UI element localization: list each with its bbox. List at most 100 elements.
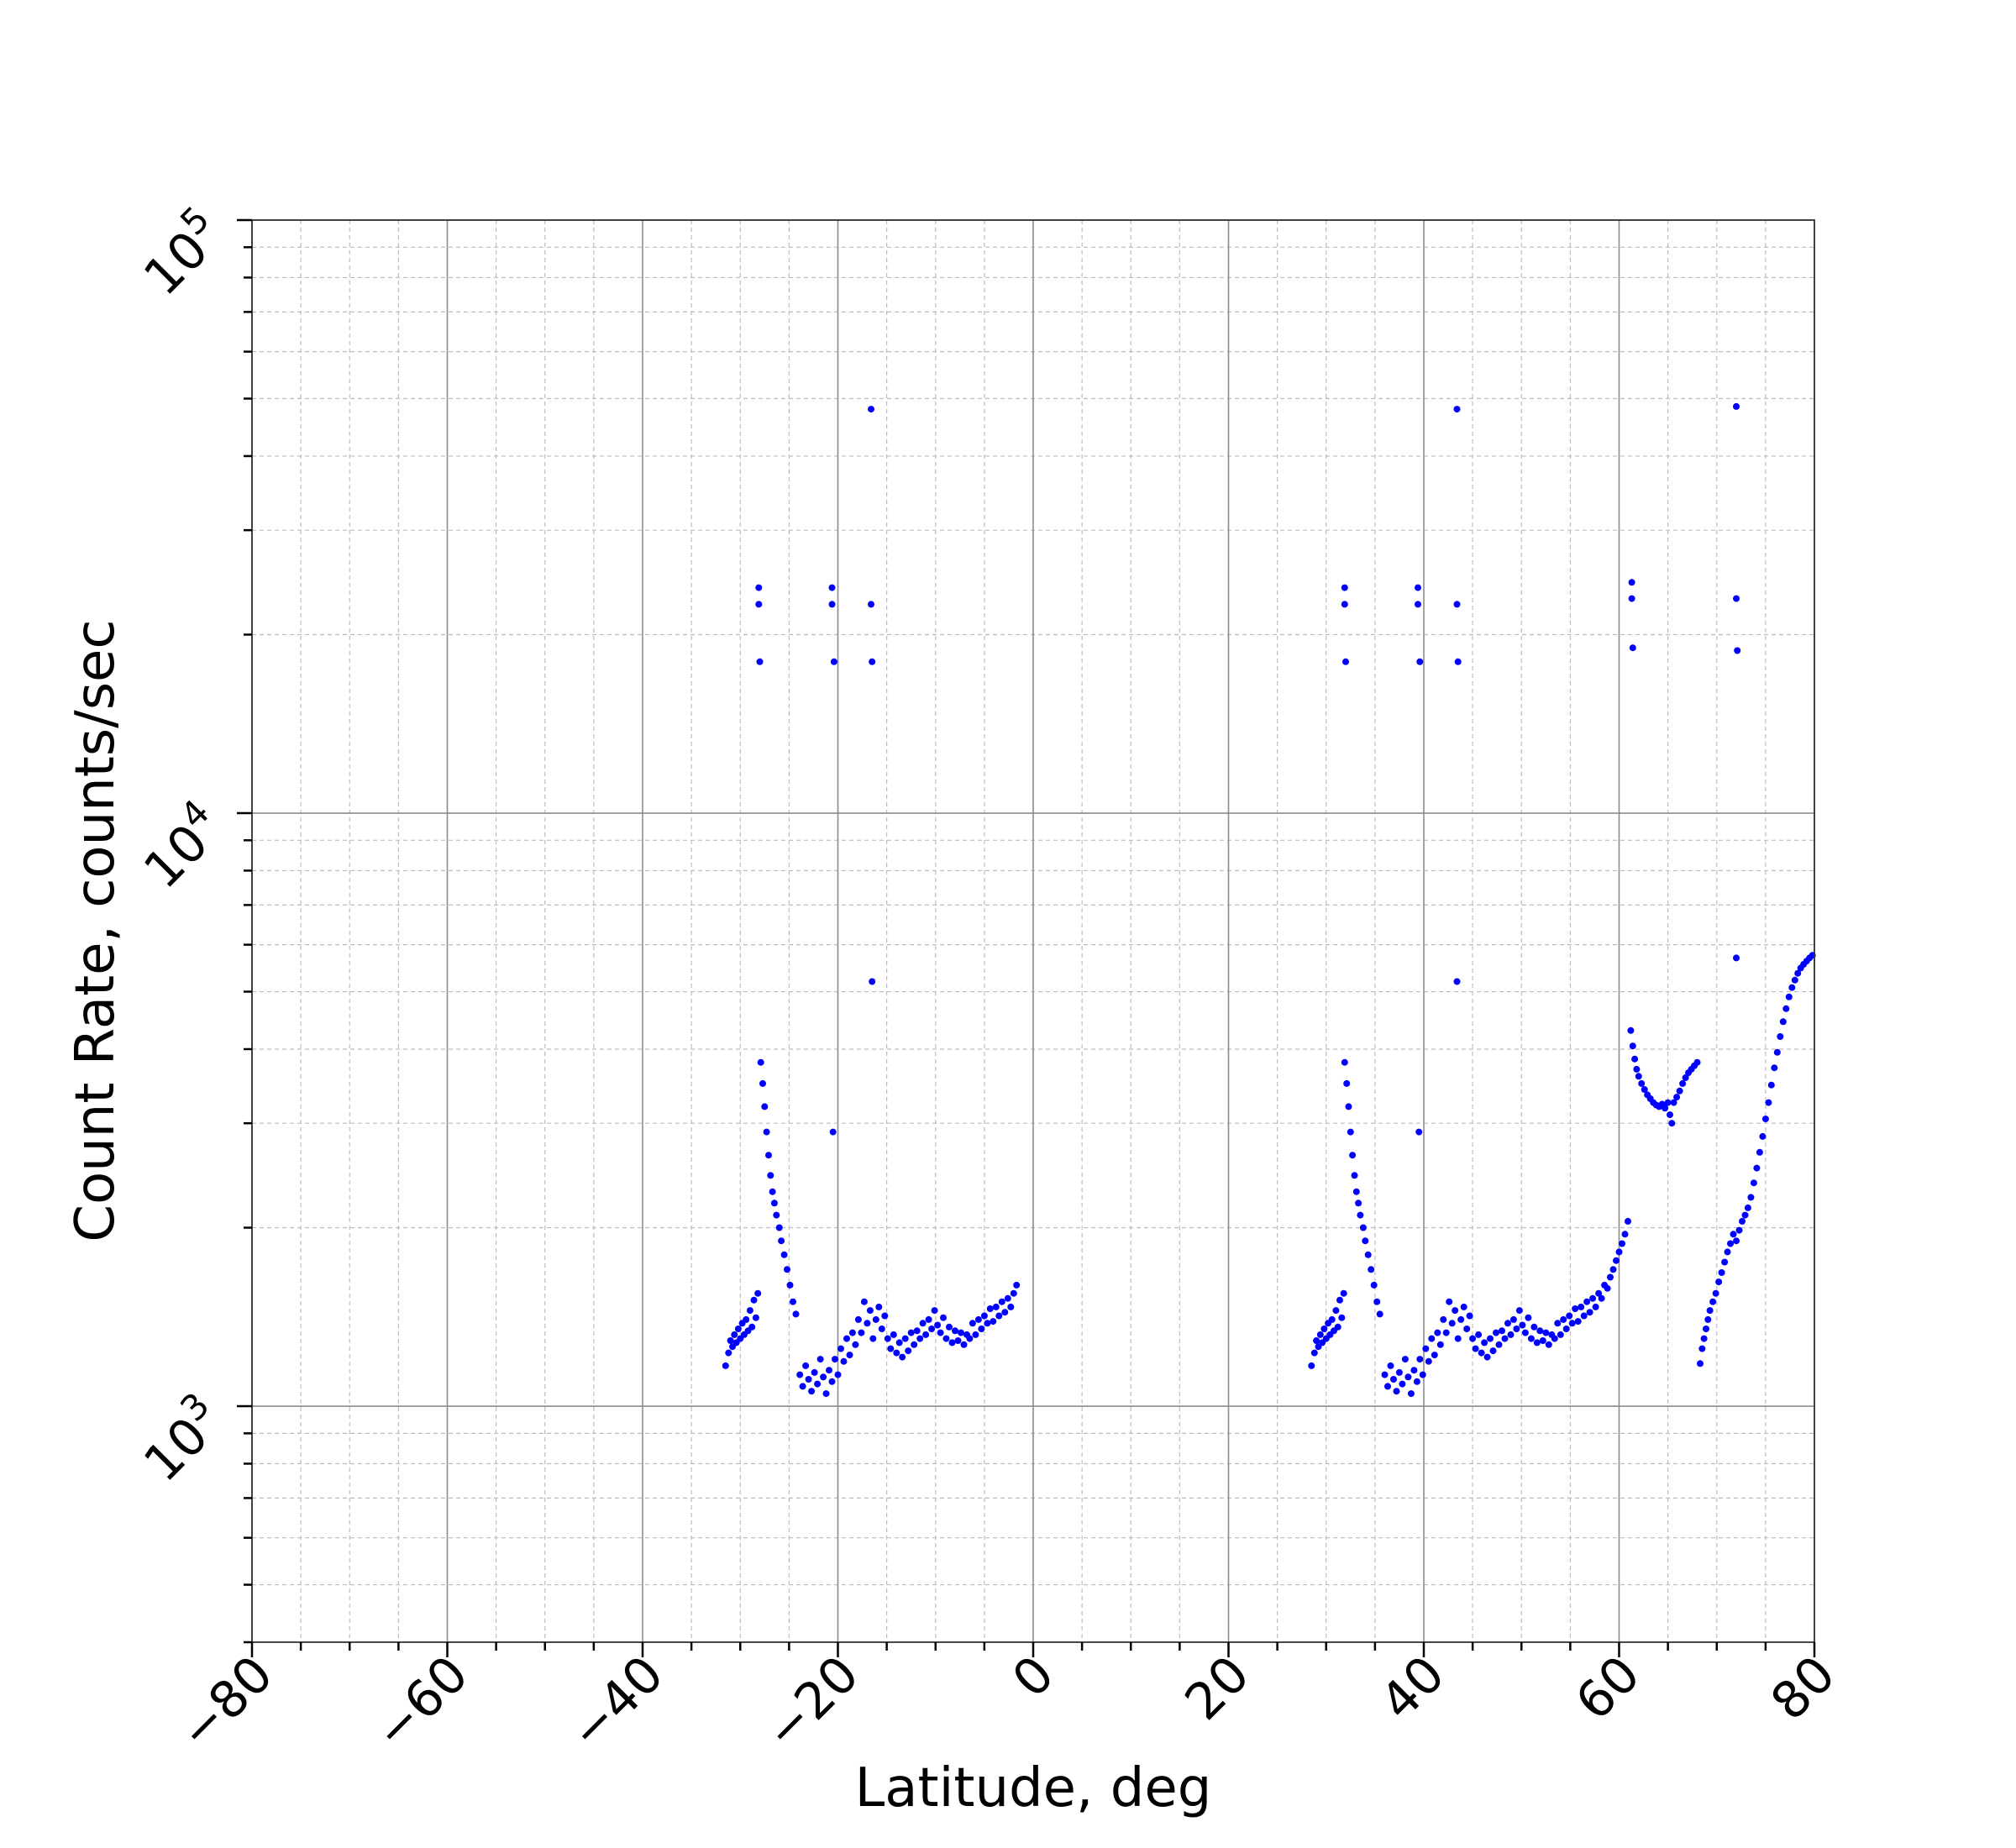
data-point xyxy=(1338,1314,1346,1321)
data-point xyxy=(1415,601,1421,608)
data-point xyxy=(1592,1303,1599,1310)
data-point xyxy=(1733,1237,1740,1245)
data-point xyxy=(974,1315,982,1323)
data-point xyxy=(1320,1326,1328,1332)
data-point xyxy=(1589,1294,1597,1302)
data-point xyxy=(1341,1058,1348,1066)
data-point xyxy=(1328,1315,1336,1323)
data-point xyxy=(1454,658,1462,665)
data-point xyxy=(1343,1079,1351,1087)
data-point xyxy=(792,1310,800,1318)
data-point xyxy=(1777,1033,1784,1040)
data-point xyxy=(1308,1362,1315,1369)
data-point xyxy=(1515,1307,1523,1315)
data-point xyxy=(1631,1055,1639,1063)
data-point xyxy=(1404,1373,1412,1381)
data-point xyxy=(828,584,836,591)
data-point xyxy=(1373,1298,1381,1305)
data-point xyxy=(1483,1353,1491,1361)
data-point xyxy=(763,1128,770,1136)
data-point xyxy=(1572,1305,1579,1312)
y-axis-label: Count Rate, counts/sec xyxy=(65,619,127,1242)
data-point xyxy=(872,1315,879,1323)
data-point xyxy=(868,601,874,608)
data-point xyxy=(948,1339,956,1347)
data-point xyxy=(1481,1339,1488,1347)
data-point xyxy=(1733,402,1740,410)
data-point xyxy=(931,1307,938,1315)
data-point xyxy=(1706,1307,1714,1315)
data-point xyxy=(1773,1048,1781,1056)
data-point xyxy=(1583,1298,1591,1305)
data-point xyxy=(769,1188,776,1195)
data-point xyxy=(848,1329,856,1336)
data-point xyxy=(1472,1345,1479,1352)
data-point xyxy=(786,1281,794,1289)
data-point xyxy=(1313,1337,1320,1344)
data-point xyxy=(958,1329,964,1336)
data-point xyxy=(1625,1217,1631,1225)
data-point xyxy=(1440,1315,1447,1323)
data-point xyxy=(828,1378,836,1385)
data-point xyxy=(899,1353,906,1361)
data-point xyxy=(1747,1194,1755,1201)
data-point xyxy=(1629,644,1636,652)
data-point xyxy=(1454,1335,1462,1342)
data-point xyxy=(998,1298,1005,1305)
data-point xyxy=(808,1388,816,1395)
data-point xyxy=(757,1058,764,1066)
data-point xyxy=(1419,1371,1426,1378)
data-point xyxy=(1525,1314,1532,1321)
data-point xyxy=(1504,1320,1511,1327)
data-point xyxy=(1619,1240,1625,1247)
data-point xyxy=(1574,1318,1582,1326)
data-point xyxy=(937,1329,944,1336)
data-point xyxy=(990,1318,997,1326)
data-point xyxy=(1560,1315,1567,1323)
data-point xyxy=(1628,595,1635,602)
data-point xyxy=(869,658,876,665)
x-axis-label: Latitude, deg xyxy=(855,1757,1212,1819)
data-point xyxy=(1670,1099,1677,1106)
data-point xyxy=(852,1341,859,1348)
data-point xyxy=(1352,1188,1360,1195)
data-point xyxy=(995,1312,1003,1320)
data-point xyxy=(1771,1064,1778,1072)
data-point xyxy=(1551,1335,1558,1342)
data-point xyxy=(1598,1294,1605,1302)
data-point xyxy=(1718,1269,1725,1276)
data-point xyxy=(940,1314,947,1321)
data-point xyxy=(984,1320,991,1327)
data-point xyxy=(722,1362,729,1369)
data-point xyxy=(1703,1326,1709,1332)
data-point xyxy=(992,1303,1000,1310)
data-point xyxy=(846,1352,853,1359)
data-point xyxy=(1355,1200,1362,1207)
data-point xyxy=(1357,1211,1364,1219)
data-point xyxy=(922,1331,930,1338)
data-point xyxy=(1779,1018,1787,1026)
data-point xyxy=(1422,1345,1430,1352)
data-point xyxy=(980,1312,988,1320)
data-point xyxy=(1788,984,1796,991)
data-point xyxy=(1628,579,1635,586)
data-point xyxy=(1316,1331,1324,1338)
data-point xyxy=(1428,1335,1436,1342)
data-point xyxy=(858,1329,865,1336)
data-point xyxy=(1566,1312,1573,1320)
data-point xyxy=(887,1345,895,1352)
data-point xyxy=(890,1331,897,1338)
data-point xyxy=(1580,1312,1588,1320)
data-point xyxy=(1527,1335,1535,1342)
data-point xyxy=(830,658,837,665)
data-point xyxy=(734,1326,742,1332)
data-point xyxy=(1562,1326,1570,1332)
data-point xyxy=(1545,1341,1552,1348)
data-point xyxy=(1495,1341,1503,1348)
data-point xyxy=(1676,1087,1683,1095)
data-point xyxy=(1332,1307,1340,1315)
data-point xyxy=(969,1320,976,1327)
data-point xyxy=(743,1315,750,1323)
data-point xyxy=(1501,1335,1509,1342)
data-point xyxy=(1539,1337,1546,1344)
